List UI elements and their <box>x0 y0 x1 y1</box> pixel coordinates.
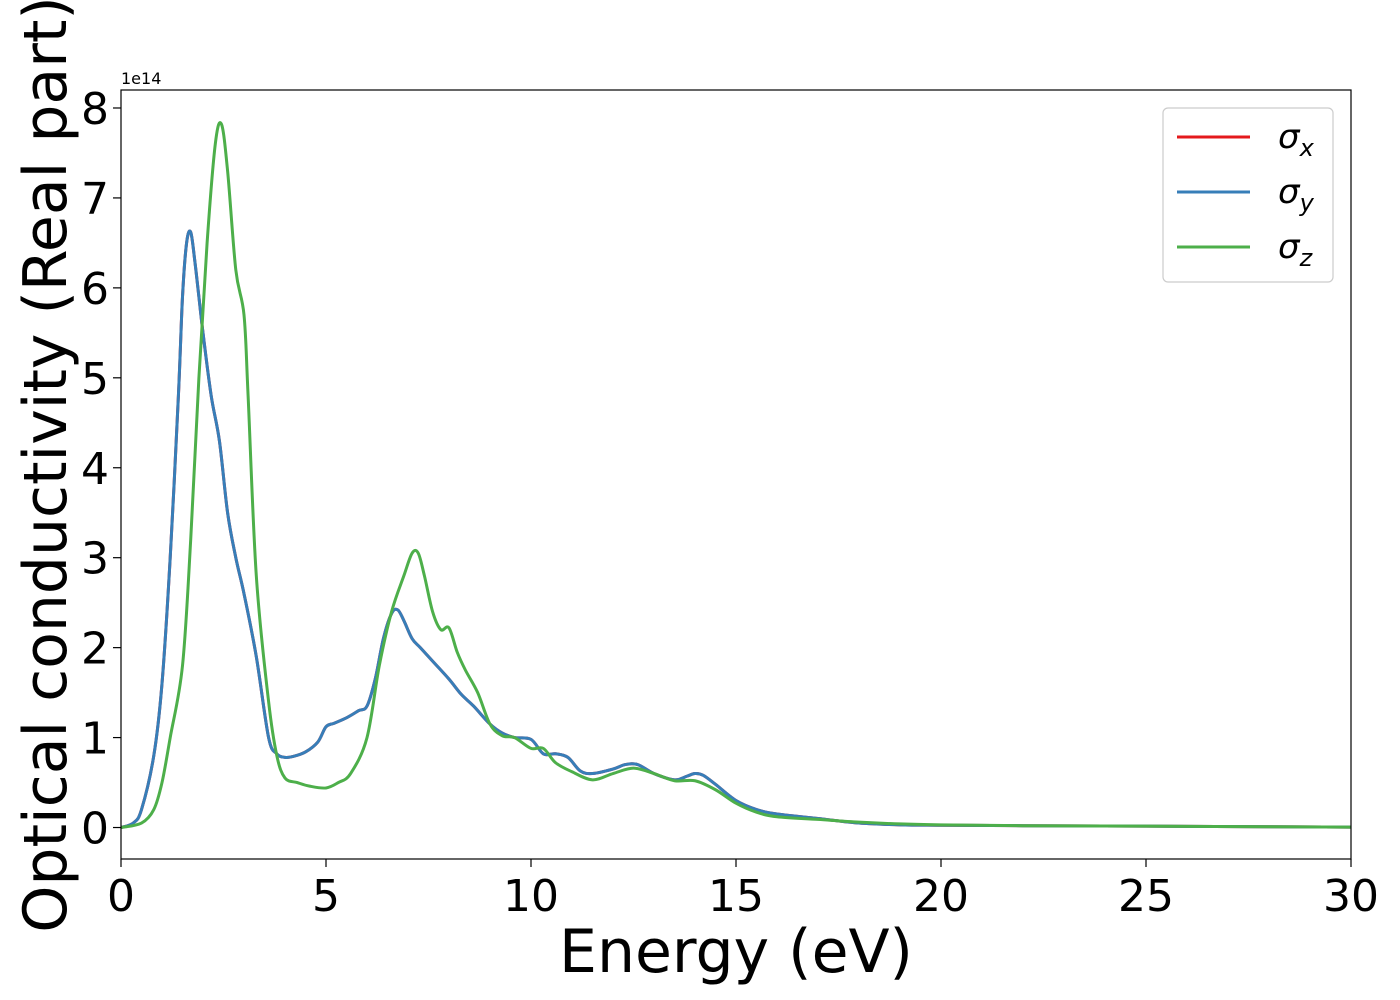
y-axis-title: Optical conductivity (Real part) <box>11 0 81 933</box>
y-tick-label: 8 <box>81 84 109 135</box>
legend-label-y: σy <box>1278 172 1315 217</box>
y-tick-label: 0 <box>81 804 109 855</box>
x-tick-label: 0 <box>107 871 135 922</box>
series-line-z <box>121 121 1351 830</box>
legend-label-x: σx <box>1278 117 1315 162</box>
x-tick-label: 25 <box>1118 871 1174 922</box>
axis-ticks: 0 5 10 15 20 25 30 0 1 2 3 4 5 6 7 8 <box>81 84 1379 922</box>
y-tick-label: 3 <box>81 534 109 585</box>
x-tick-label: 15 <box>708 871 764 922</box>
y-tick-label: 6 <box>81 264 109 315</box>
x-tick-label: 5 <box>312 871 340 922</box>
y-offset-label: 1e14 <box>121 69 161 88</box>
x-tick-label: 10 <box>503 871 559 922</box>
y-tick-label: 5 <box>81 354 109 405</box>
x-axis-title: Energy (eV) <box>559 917 913 987</box>
y-tick-label: 7 <box>81 174 109 225</box>
x-tick-label: 30 <box>1323 871 1379 922</box>
y-tick-label: 2 <box>81 624 109 675</box>
x-tick-label: 20 <box>913 871 969 922</box>
y-tick-label: 1 <box>81 714 109 765</box>
legend-label-z: σz <box>1278 227 1314 272</box>
legend: σx σy σz <box>1162 107 1334 283</box>
y-tick-label: 4 <box>81 444 109 495</box>
series-line-y <box>121 229 1351 830</box>
series-line-x <box>121 229 1351 830</box>
series-layer <box>121 121 1351 830</box>
legend-box <box>1162 107 1334 283</box>
